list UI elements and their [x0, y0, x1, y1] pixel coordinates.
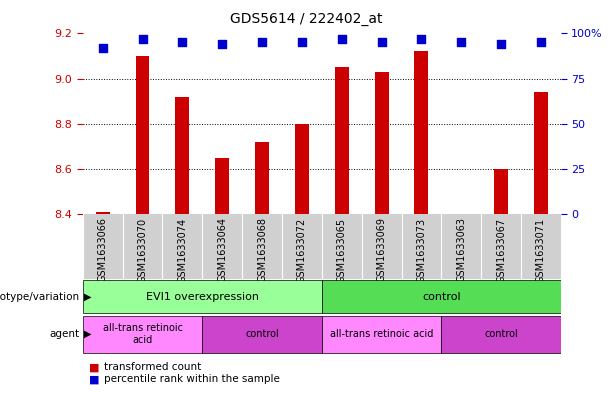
Text: control: control: [484, 329, 518, 339]
Bar: [295, 124, 309, 214]
Text: ■: ■: [89, 362, 99, 373]
Text: ■: ■: [89, 374, 99, 384]
Text: GSM1633066: GSM1633066: [97, 217, 108, 283]
Text: all-trans retinoic acid: all-trans retinoic acid: [330, 329, 433, 339]
Point: [178, 39, 188, 46]
Text: transformed count: transformed count: [104, 362, 202, 373]
Text: all-trans retinoic
acid: all-trans retinoic acid: [102, 323, 183, 345]
Bar: [414, 51, 428, 214]
Text: GSM1633063: GSM1633063: [456, 217, 466, 283]
Text: GSM1633072: GSM1633072: [297, 217, 307, 283]
Text: GSM1633070: GSM1633070: [137, 217, 148, 283]
Point: [456, 39, 466, 46]
Text: EVI1 overexpression: EVI1 overexpression: [146, 292, 259, 302]
Bar: [83, 280, 322, 313]
Text: GSM1633073: GSM1633073: [416, 217, 427, 283]
Bar: [135, 56, 150, 214]
Bar: [96, 212, 110, 214]
Text: GDS5614 / 222402_at: GDS5614 / 222402_at: [230, 12, 383, 26]
Text: GSM1633068: GSM1633068: [257, 217, 267, 283]
Bar: [494, 169, 508, 214]
Bar: [534, 92, 548, 214]
Point: [137, 36, 148, 42]
Text: GSM1633069: GSM1633069: [376, 217, 387, 283]
Bar: [255, 142, 269, 214]
Bar: [322, 316, 441, 353]
Bar: [322, 280, 561, 313]
Text: GSM1633067: GSM1633067: [496, 217, 506, 283]
Text: GSM1633071: GSM1633071: [536, 217, 546, 283]
Text: agent: agent: [50, 329, 80, 339]
Text: control: control: [422, 292, 461, 302]
Point: [376, 39, 386, 46]
Point: [337, 36, 347, 42]
Point: [257, 39, 267, 46]
Text: GSM1633065: GSM1633065: [337, 217, 347, 283]
Bar: [335, 67, 349, 214]
Point: [218, 41, 227, 48]
Point: [536, 39, 546, 46]
Point: [497, 41, 506, 48]
Bar: [375, 72, 389, 214]
Text: genotype/variation: genotype/variation: [0, 292, 80, 302]
Bar: [202, 316, 322, 353]
Bar: [441, 316, 561, 353]
Text: GSM1633064: GSM1633064: [217, 217, 227, 283]
Point: [417, 36, 427, 42]
Bar: [215, 158, 229, 214]
Text: ▶: ▶: [84, 329, 91, 339]
Text: ▶: ▶: [84, 292, 91, 302]
Bar: [175, 97, 189, 214]
Text: GSM1633074: GSM1633074: [177, 217, 188, 283]
Point: [297, 39, 307, 46]
Point: [98, 45, 108, 51]
Text: percentile rank within the sample: percentile rank within the sample: [104, 374, 280, 384]
Text: control: control: [245, 329, 279, 339]
Bar: [83, 316, 202, 353]
